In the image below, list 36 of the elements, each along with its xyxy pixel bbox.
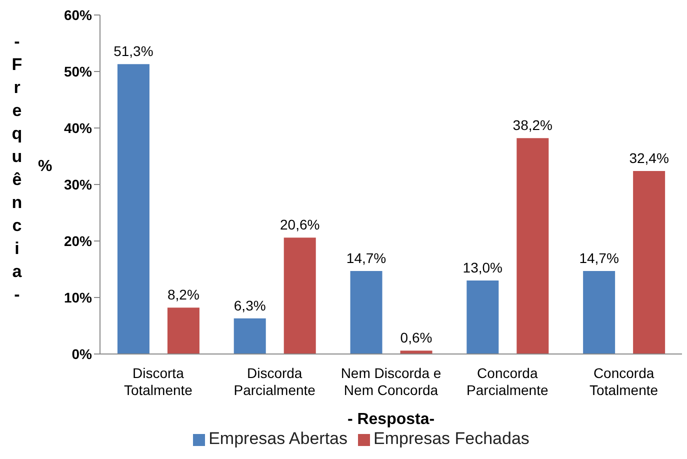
- data-label: 14,7%: [346, 250, 386, 266]
- x-tick-label: Discorta Totalmente: [124, 365, 193, 398]
- x-axis-title: - Resposta-: [347, 411, 435, 428]
- bar: [633, 170, 666, 354]
- data-label: 38,2%: [512, 117, 553, 134]
- x-tick-label: Concorda Totalmente: [590, 365, 658, 398]
- bar: [284, 238, 316, 354]
- text: %: [38, 158, 52, 176]
- data-label: 0,6%: [400, 330, 432, 346]
- bar: [466, 280, 499, 354]
- legend-label: Empresas Abertas: [208, 429, 348, 448]
- data-label: 13,0%: [462, 260, 503, 276]
- bar: [167, 308, 200, 354]
- x-tick-label: Concorda Parcialmente: [466, 365, 548, 398]
- legend-label: Empresas Fechadas: [374, 429, 530, 448]
- y-tick-label: 60%: [64, 6, 93, 23]
- data-label: 14,7%: [579, 250, 619, 266]
- bar: [117, 64, 150, 354]
- y-tick-label: 30%: [64, 176, 93, 192]
- y-tick-label: 0%: [72, 346, 93, 362]
- y-tick-label: 50%: [64, 63, 93, 80]
- y-tick-label: 20%: [64, 232, 93, 249]
- data-label: 8,2%: [168, 286, 200, 303]
- text: - Frequência -: [12, 32, 22, 304]
- bar: [583, 270, 616, 354]
- data-label: 20,6%: [280, 216, 320, 233]
- bar: [350, 270, 382, 354]
- data-label: 51,3%: [114, 43, 154, 60]
- data-label: 32,4%: [629, 150, 669, 166]
- x-tick-label: Nem Discorda e Nem Concorda: [340, 365, 442, 398]
- y-tick-label: 10%: [64, 289, 93, 306]
- y-tick-label: 40%: [64, 120, 93, 136]
- x-tick-label: Discorda Parcialmente: [234, 365, 316, 398]
- bar: [516, 138, 549, 354]
- data-label: 6,3%: [234, 297, 266, 314]
- bar: [234, 318, 266, 354]
